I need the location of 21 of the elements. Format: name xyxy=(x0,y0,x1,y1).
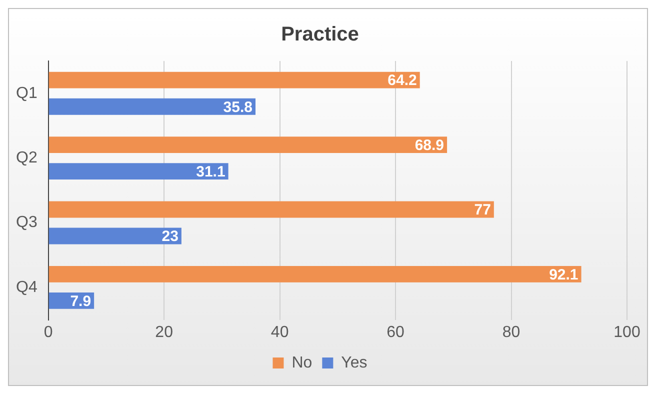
y-tick-label: Q4 xyxy=(16,278,38,296)
x-tick-label: 20 xyxy=(155,324,174,341)
x-tick-label: 60 xyxy=(386,324,405,341)
x-tick-label: 40 xyxy=(270,324,289,341)
y-tick-label: Q3 xyxy=(16,214,38,232)
data-label: 64.2 xyxy=(388,72,417,90)
x-tick-label: 0 xyxy=(44,324,53,341)
data-label: 77 xyxy=(474,202,491,219)
data-label: 7.9 xyxy=(70,292,92,310)
data-label: 35.8 xyxy=(223,98,253,116)
legend-label: Yes xyxy=(341,354,368,372)
data-label: 23 xyxy=(162,228,178,246)
x-tick-label: 100 xyxy=(614,324,640,341)
legend-label: No xyxy=(292,354,312,372)
data-label: 92.1 xyxy=(549,266,578,284)
data-label: 68.9 xyxy=(414,136,444,154)
y-tick-label: Q2 xyxy=(16,149,38,166)
chart-title: Practice xyxy=(281,24,359,46)
y-tick-label: Q1 xyxy=(16,84,38,102)
data-label: 31.1 xyxy=(196,163,226,180)
x-tick-label: 80 xyxy=(502,324,520,341)
